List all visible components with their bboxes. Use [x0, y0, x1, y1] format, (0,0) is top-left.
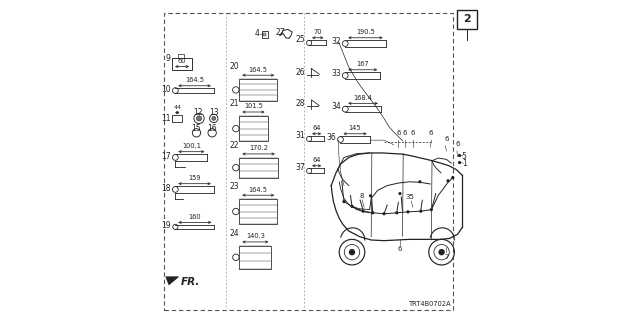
Text: 4: 4	[255, 29, 260, 38]
Text: 190.5: 190.5	[356, 29, 375, 35]
Text: 6: 6	[444, 136, 449, 142]
Circle shape	[430, 208, 433, 211]
Text: 12: 12	[193, 108, 203, 117]
Text: TRT4B0702A: TRT4B0702A	[409, 301, 452, 307]
Text: 5: 5	[461, 152, 466, 161]
Circle shape	[398, 192, 402, 195]
Text: 6: 6	[403, 130, 407, 136]
Circle shape	[369, 194, 372, 197]
Text: 11: 11	[161, 114, 170, 123]
Text: 34: 34	[331, 102, 340, 111]
Bar	[239, 79, 277, 101]
Bar	[172, 115, 182, 122]
Text: 2: 2	[463, 13, 470, 24]
Text: 164.5: 164.5	[249, 67, 268, 73]
Circle shape	[458, 161, 461, 164]
Text: 168.4: 168.4	[353, 95, 372, 101]
Text: 64: 64	[312, 125, 321, 131]
Text: 6: 6	[428, 130, 433, 136]
Circle shape	[458, 154, 461, 157]
Text: 101.5: 101.5	[244, 103, 263, 109]
Text: 140.3: 140.3	[246, 233, 265, 239]
Circle shape	[419, 180, 422, 183]
Text: 145: 145	[349, 125, 362, 131]
Text: 164.5: 164.5	[185, 77, 204, 83]
Circle shape	[196, 116, 202, 121]
Text: 18: 18	[161, 184, 170, 193]
Bar	[172, 58, 192, 70]
Circle shape	[349, 249, 355, 255]
Text: 1: 1	[462, 159, 467, 168]
Text: 19: 19	[161, 221, 170, 230]
Bar	[178, 54, 184, 58]
Text: 60: 60	[178, 58, 186, 64]
Text: 160: 160	[189, 214, 201, 220]
Text: 31: 31	[295, 131, 305, 140]
Circle shape	[419, 210, 422, 213]
Text: 9: 9	[166, 54, 170, 63]
Text: 8: 8	[359, 193, 364, 199]
Text: FR.: FR.	[180, 276, 200, 287]
Bar	[239, 116, 268, 141]
Text: 10: 10	[161, 85, 170, 94]
Bar	[263, 33, 266, 36]
Circle shape	[406, 210, 410, 213]
Text: 6: 6	[455, 141, 460, 147]
Bar	[457, 10, 477, 29]
Circle shape	[362, 210, 365, 213]
Circle shape	[371, 211, 374, 214]
Text: 35: 35	[406, 194, 415, 200]
Bar	[239, 246, 271, 269]
Text: 164.5: 164.5	[249, 187, 268, 193]
Circle shape	[383, 212, 385, 215]
Text: 44: 44	[173, 105, 181, 110]
Text: 28: 28	[296, 99, 305, 108]
Text: 33: 33	[331, 69, 340, 78]
Text: 23: 23	[229, 182, 239, 191]
Circle shape	[342, 200, 346, 203]
Circle shape	[212, 116, 216, 120]
Text: 64: 64	[312, 157, 321, 163]
Text: 32: 32	[331, 37, 340, 46]
Text: 25: 25	[295, 35, 305, 44]
Text: 26: 26	[295, 68, 305, 77]
Text: 17: 17	[161, 152, 170, 161]
Text: 6: 6	[397, 246, 403, 252]
Text: 20: 20	[229, 62, 239, 71]
Text: 170.2: 170.2	[249, 145, 268, 151]
Text: 21: 21	[229, 99, 239, 108]
Bar	[239, 199, 277, 224]
Text: 7: 7	[444, 254, 449, 260]
Bar	[239, 158, 278, 178]
Text: 13: 13	[210, 108, 220, 117]
Bar	[262, 31, 268, 38]
Text: 16: 16	[207, 124, 217, 132]
Text: 24: 24	[229, 229, 239, 238]
Text: 70: 70	[314, 29, 322, 35]
Text: 167: 167	[356, 61, 369, 67]
Text: 27: 27	[275, 28, 285, 36]
Text: 159: 159	[188, 175, 201, 181]
Text: 36: 36	[326, 133, 336, 142]
Text: 6: 6	[396, 130, 401, 136]
Circle shape	[447, 179, 450, 182]
Text: 6: 6	[410, 130, 415, 136]
Circle shape	[396, 211, 399, 214]
Text: 100.1: 100.1	[182, 143, 201, 149]
Circle shape	[438, 249, 445, 255]
Polygon shape	[166, 277, 179, 285]
Circle shape	[351, 205, 354, 208]
Text: 37: 37	[295, 163, 305, 172]
Text: 15: 15	[191, 124, 201, 132]
Circle shape	[451, 176, 454, 179]
Text: 22: 22	[229, 141, 239, 150]
